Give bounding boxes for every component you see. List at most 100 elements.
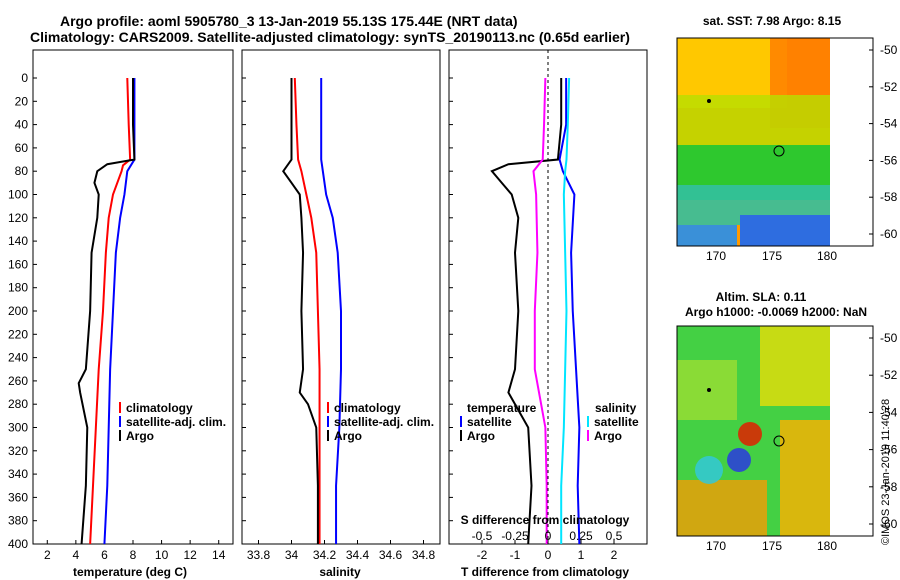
title-line-1: Argo profile: aoml 5905780_3 13-Jan-2019…: [60, 13, 518, 29]
difference-legend: temperature satellite Argo salinity sate…: [460, 401, 639, 443]
depth-tick-label: 160: [8, 257, 28, 271]
diff-legend-temp-sat-label: satellite: [467, 415, 512, 429]
x-tick-label: 34.2: [313, 548, 337, 562]
map-y-tick-label: -60: [880, 517, 898, 531]
x-tick-label: 2: [611, 548, 618, 562]
map-y-tick-label: -52: [880, 368, 898, 382]
map-y-tick-label: -58: [880, 480, 898, 494]
x-tick-label: 14: [212, 548, 226, 562]
legend-label-argo: Argo: [126, 429, 154, 443]
depth-tick-label: 260: [8, 374, 28, 388]
x-tick-label: 34.8: [412, 548, 436, 562]
depth-tick-label: 40: [15, 118, 29, 132]
series-line-climatology: [293, 77, 321, 544]
x-tick-label: 34.6: [379, 548, 403, 562]
diff-legend-temp-title: temperature: [467, 401, 537, 415]
x-tick-label: 8: [130, 548, 137, 562]
x-tick-label: -1: [510, 548, 521, 562]
x-tick-label: 12: [183, 548, 197, 562]
s-tick-label: 0.5: [606, 529, 623, 543]
temperature-xlabel: temperature (deg C): [73, 565, 187, 579]
sla-frame: [676, 325, 874, 537]
sal-legend-label-climatology: climatology: [334, 401, 401, 415]
sst-field-blue: [740, 215, 830, 246]
x-tick-label: 33.8: [247, 548, 271, 562]
x-tick-label: 6: [101, 548, 108, 562]
map-y-tick-label: -54: [880, 405, 898, 419]
s-difference-label: S difference from climatology: [461, 513, 630, 527]
sal-legend-label-argo: Argo: [334, 429, 362, 443]
map-y-tick-label: -54: [880, 117, 898, 131]
map-y-tick-label: -52: [880, 80, 898, 94]
depth-tick-label: 80: [15, 164, 29, 178]
sal-legend-label-satellite: satellite-adj. clim.: [334, 415, 434, 429]
s-tick-label: 0: [545, 529, 552, 543]
map-y-tick-label: -60: [880, 227, 898, 241]
series-line-climatology: [89, 77, 132, 545]
x-tick-label: 1: [578, 548, 585, 562]
sla-map-title-1: Altim. SLA: 0.11: [716, 290, 807, 304]
map-x-tick-label: 170: [706, 539, 726, 553]
diff-legend-sal-title: salinity: [595, 401, 637, 415]
sla-field-red-eddy: [738, 422, 762, 446]
depth-tick-label: 200: [8, 304, 28, 318]
map-y-tick-label: -58: [880, 190, 898, 204]
x-tick-label: 34: [285, 548, 299, 562]
depth-tick-label: 300: [8, 421, 28, 435]
series-line-salinity-argo: [532, 77, 548, 544]
sla-map: [676, 325, 874, 537]
sla-field-yellow: [760, 326, 830, 406]
watermark: ©IMOS 23-Jan-2019 11:40:28: [880, 399, 892, 545]
series-line-temperature-satellite: [558, 78, 581, 545]
sla-field-blue-eddy: [727, 448, 751, 472]
depth-tick-label: 320: [8, 444, 28, 458]
s-tick-label: -0.5: [472, 529, 493, 543]
sst-other-marker: [707, 99, 711, 103]
depth-tick-label: 380: [8, 514, 28, 528]
map-y-tick-label: -56: [880, 153, 898, 167]
depth-tick-label: 340: [8, 467, 28, 481]
depth-tick-label: 240: [8, 351, 28, 365]
map-x-tick-label: 180: [817, 539, 837, 553]
x-tick-label: 10: [155, 548, 169, 562]
map-x-tick-label: 175: [762, 249, 782, 263]
depth-tick-label: 360: [8, 490, 28, 504]
legend-label-climatology: climatology: [126, 401, 193, 415]
series-line-argo: [77, 78, 136, 545]
diff-legend-temp-argo-label: Argo: [467, 429, 495, 443]
title-line-2: Climatology: CARS2009. Satellite-adjuste…: [30, 29, 630, 45]
depth-tick-label: 280: [8, 397, 28, 411]
diff-legend-sal-sat-label: satellite: [594, 415, 639, 429]
diff-legend-sal-argo-label: Argo: [594, 429, 622, 443]
depth-tick-label: 20: [15, 94, 29, 108]
sla-map-title-2: Argo h1000: -0.0069 h2000: NaN: [685, 305, 867, 319]
sla-field-orange: [780, 420, 830, 536]
x-tick-label: 2: [44, 548, 51, 562]
salinity-legend: climatology satellite-adj. clim. Argo: [327, 401, 434, 443]
map-x-tick-label: 170: [706, 249, 726, 263]
depth-tick-label: 140: [8, 234, 28, 248]
series-line-argo: [282, 78, 319, 544]
sla-field-cyan-eddy: [695, 456, 723, 484]
series-line-satellite-adj-clim-: [320, 78, 342, 544]
x-tick-label: -2: [477, 548, 488, 562]
sla-argo-marker: [773, 435, 785, 447]
series-line-salinity-satellite: [560, 77, 571, 544]
x-tick-label: 0: [545, 548, 552, 562]
temperature-legend: climatology satellite-adj. clim. Argo: [119, 401, 226, 443]
sla-other-marker: [707, 388, 711, 392]
sla-field-lower-orange: [677, 480, 767, 536]
sst-field-blue-left: [677, 225, 737, 246]
salinity-panel-frame: [241, 49, 441, 545]
salinity-xlabel: salinity: [319, 565, 361, 579]
series-line-temperature-argo: [490, 78, 563, 545]
depth-tick-label: 120: [8, 211, 28, 225]
s-tick-label: -0.25: [501, 529, 529, 543]
depth-tick-label: 60: [15, 141, 29, 155]
depth-tick-label: 100: [8, 188, 28, 202]
sst-argo-marker: [773, 145, 785, 157]
map-y-tick-label: -56: [880, 443, 898, 457]
sst-map-title: sat. SST: 7.98 Argo: 8.15: [703, 14, 842, 28]
map-y-tick-label: -50: [880, 331, 898, 345]
